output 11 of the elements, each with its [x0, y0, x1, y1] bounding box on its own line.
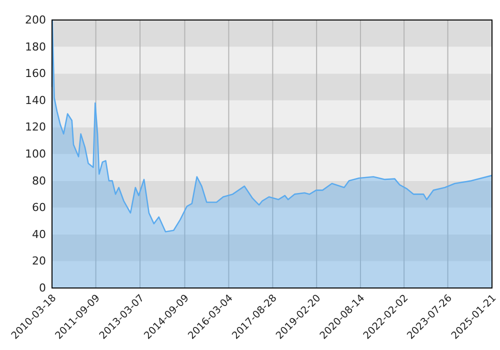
y-tick-label: 100 [25, 148, 46, 161]
y-tick-label: 0 [39, 282, 46, 295]
y-tick-label: 140 [25, 94, 46, 107]
y-tick-label: 200 [25, 14, 46, 27]
y-tick-label: 80 [32, 174, 46, 188]
y-tick-label: 20 [32, 254, 46, 268]
y-tick-label: 120 [25, 120, 46, 134]
y-tick-label: 60 [32, 201, 46, 214]
y-tick-label: 40 [32, 228, 46, 241]
y-tick-label: 180 [25, 40, 46, 54]
y-tick-label: 160 [25, 67, 46, 80]
